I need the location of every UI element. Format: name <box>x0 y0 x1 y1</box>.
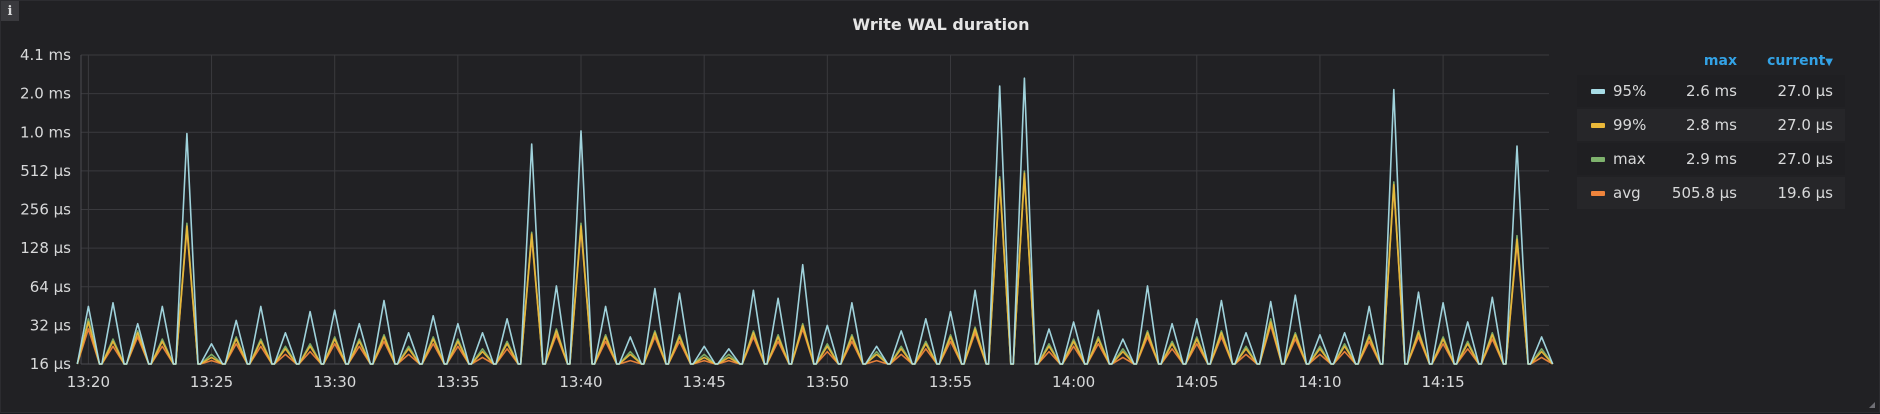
legend-swatch-icon[interactable] <box>1591 157 1605 162</box>
legend-series-name[interactable]: avg <box>1613 184 1641 202</box>
y-tick-label: 128 µs <box>20 239 71 257</box>
legend-series-max: 2.6 ms <box>1685 82 1737 100</box>
resize-handle-icon[interactable] <box>1869 402 1875 408</box>
y-tick-label: 32 µs <box>30 316 71 334</box>
x-tick-label: 14:15 <box>1421 373 1464 391</box>
y-tick-label: 2.0 ms <box>20 85 71 103</box>
x-tick-label: 14:05 <box>1175 373 1218 391</box>
y-tick-label: 256 µs <box>20 201 71 219</box>
legend-series-current: 19.6 µs <box>1777 184 1833 202</box>
caret-down-icon: ▼ <box>1825 57 1833 68</box>
x-tick-label: 13:30 <box>313 373 356 391</box>
legend-series-name[interactable]: 99% <box>1613 116 1647 134</box>
y-tick-label: 4.1 ms <box>20 46 71 64</box>
legend-series-max: 505.8 µs <box>1671 184 1737 202</box>
x-tick-label: 13:35 <box>436 373 479 391</box>
series-line-avg <box>76 174 1554 365</box>
legend-swatch-icon[interactable] <box>1591 89 1605 94</box>
series-line-max <box>76 170 1554 365</box>
legend-series-current: 27.0 µs <box>1777 150 1833 168</box>
legend-column-current[interactable]: current▼ <box>1767 53 1833 69</box>
series-line-95pct <box>76 77 1554 365</box>
x-tick-label: 14:10 <box>1298 373 1341 391</box>
panel-title[interactable]: Write WAL duration <box>852 15 1030 34</box>
panel-info-icon[interactable]: i <box>1 1 19 21</box>
legend-row[interactable]: max 2.9 ms 27.0 µs <box>1577 143 1845 175</box>
legend-swatch-icon[interactable] <box>1591 191 1605 196</box>
chart-plot-area: 4.1 ms 2.0 ms 1.0 ms 512 µs 256 µs 128 µs 64 µ… <box>20 46 1554 391</box>
y-tick-label: 1.0 ms <box>20 123 71 141</box>
x-tick-label: 13:25 <box>190 373 233 391</box>
legend-series-max: 2.8 ms <box>1685 116 1737 134</box>
y-tick-label: 64 µs <box>30 278 71 296</box>
legend-table: max current▼ 95% 2.6 ms 27.0 µs 99% 2.8 ms 27… <box>1577 51 1845 209</box>
legend-series-current: 27.0 µs <box>1777 116 1833 134</box>
x-tick-label: 13:40 <box>559 373 602 391</box>
x-tick-label: 14:00 <box>1052 373 1095 391</box>
x-tick-label: 13:55 <box>929 373 972 391</box>
legend-row[interactable]: avg 505.8 µs 19.6 µs <box>1577 177 1845 209</box>
legend-row[interactable]: 95% 2.6 ms 27.0 µs <box>1577 75 1845 107</box>
legend-row[interactable]: 99% 2.8 ms 27.0 µs <box>1577 109 1845 141</box>
y-tick-label: 512 µs <box>20 162 71 180</box>
series-line-99pct <box>76 172 1554 365</box>
x-tick-label: 13:20 <box>67 373 110 391</box>
x-tick-label: 13:45 <box>683 373 726 391</box>
legend-series-name[interactable]: max <box>1613 150 1646 168</box>
y-tick-label: 16 µs <box>30 355 71 373</box>
x-tick-label: 13:50 <box>806 373 849 391</box>
legend-series-max: 2.9 ms <box>1685 150 1737 168</box>
legend-header: max current▼ <box>1577 51 1845 73</box>
legend-column-current-label: current <box>1767 53 1826 69</box>
legend-series-current: 27.0 µs <box>1777 82 1833 100</box>
legend-swatch-icon[interactable] <box>1591 123 1605 128</box>
legend-series-name[interactable]: 95% <box>1613 82 1647 100</box>
legend-column-max[interactable]: max <box>1703 53 1737 69</box>
